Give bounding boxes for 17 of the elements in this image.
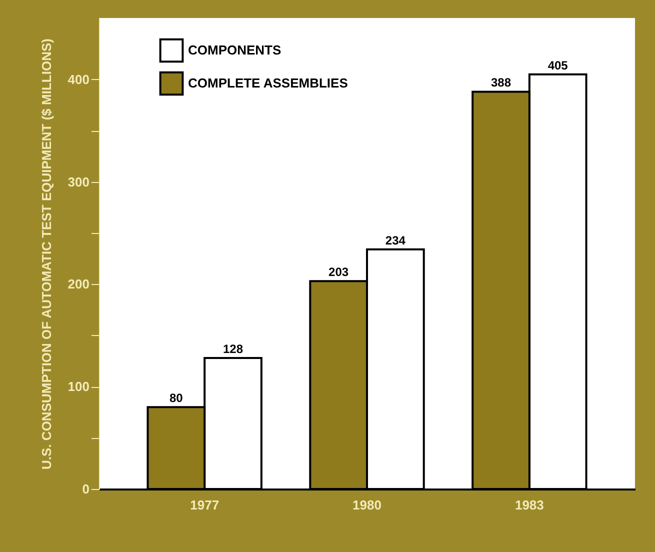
legend-label: COMPLETE ASSEMBLIES bbox=[188, 76, 348, 90]
data-label: 388 bbox=[490, 76, 512, 90]
y-tick-label: 200 bbox=[68, 276, 90, 292]
x-tick-label: 1977 bbox=[190, 498, 220, 512]
data-label: 405 bbox=[548, 58, 568, 72]
y-tick-label: 400 bbox=[68, 72, 90, 87]
y-tick-label: 0 bbox=[82, 482, 90, 496]
y-tick-label: 100 bbox=[68, 379, 90, 394]
y-axis-title: U.S. CONSUMPTION OF AUTOMATIC TEST EQUIPMENT ($ MILLIONS) bbox=[38, 38, 54, 470]
data-label: 80 bbox=[169, 391, 184, 406]
data-label: 203 bbox=[328, 265, 349, 280]
data-label: 128 bbox=[222, 342, 244, 356]
x-tick-label: 1980 bbox=[352, 498, 382, 512]
data-label: 234 bbox=[385, 233, 406, 248]
x-tick-label: 1983 bbox=[514, 498, 544, 512]
legend-label: COMPONENTS bbox=[188, 42, 282, 58]
y-tick-label: 300 bbox=[68, 174, 90, 190]
